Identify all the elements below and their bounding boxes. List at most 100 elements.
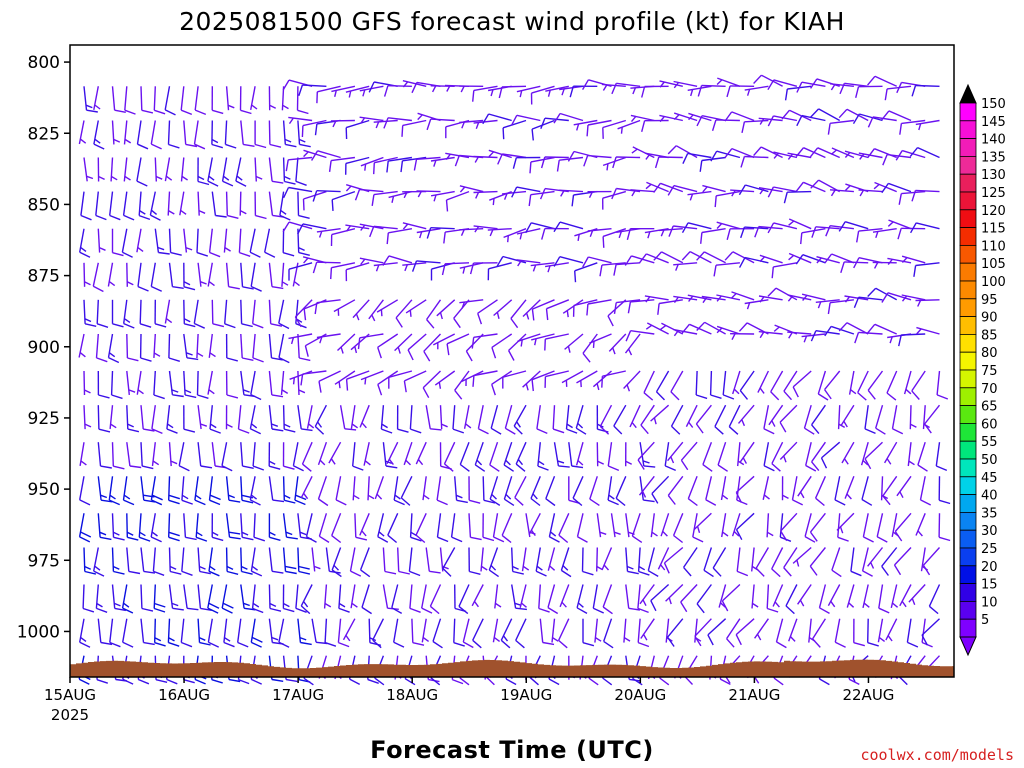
wind-barb [625,330,655,342]
wind-barb [667,475,684,505]
chart-title: 2025081500 GFS forecast wind profile (kt… [179,7,845,36]
wind-barb [531,370,555,392]
colorbar-label: 65 [981,400,998,415]
y-tick-label: 900 [28,338,60,358]
wind-barb [300,584,313,615]
wind-barb [544,262,569,273]
wind-barb [637,547,650,576]
wind-barb [473,190,498,199]
wind-barb [881,182,912,194]
wind-barb [317,476,329,507]
wind-barb [97,228,106,253]
wind-barb [468,476,481,504]
colorbar-swatch [959,440,977,460]
wind-barb [702,441,713,472]
wind-barb [126,547,141,575]
wind-barb [153,584,166,613]
colorbar-label: 145 [981,115,1006,130]
wind-barb [140,547,156,574]
wind-barb [917,441,928,472]
wind-barb [382,255,413,266]
wind-barb [517,333,541,347]
wind-barb [811,226,840,238]
wind-barb [771,547,784,578]
wind-barb [110,370,123,400]
wind-barb [471,333,498,349]
wind-barb [767,287,798,301]
colorbar-swatch [959,351,977,371]
wind-barb [510,299,527,329]
wind-barb [453,618,465,647]
wind-barb [238,228,251,257]
wind-barb [429,584,442,615]
wind-barb [650,513,658,538]
wind-barb [631,513,643,543]
wind-barb [122,618,134,648]
colorbar-swatch [959,262,977,282]
wind-barb [387,513,399,544]
wind-barb [767,222,798,234]
wind-barb [796,114,826,127]
wind-barb [682,152,712,164]
wind-barb [225,86,235,111]
wind-barb [791,476,804,506]
wind-barb [915,299,940,307]
wind-barb [712,547,727,577]
colorbar-swatch [959,601,977,620]
wind-barb [463,405,472,429]
wind-barb [211,86,224,115]
wind-barb [252,299,264,329]
wind-barb [430,156,455,167]
wind-barb [512,156,541,169]
wind-barb [582,333,598,363]
wind-barb [164,86,176,116]
wind-barb [707,618,727,646]
wind-barb [617,119,641,134]
wind-barb [788,618,798,642]
wind-barb [225,191,239,219]
wind-barb [680,441,698,471]
wind-barb [737,442,745,467]
wind-barb [278,618,290,648]
wind-barb [83,370,91,396]
wind-barb [872,228,897,239]
wind-barb [771,262,798,279]
colorbar-label: 75 [981,364,998,379]
wind-barb [166,405,178,434]
colorbar-label: 35 [981,506,998,521]
wind-barb [641,119,669,132]
wind-barb [297,191,310,219]
wind-barb [111,584,127,612]
wind-barb [474,441,486,472]
x-tick-label: 17AUG [272,686,324,704]
wind-barb [151,405,163,435]
wind-barb [295,584,307,613]
wind-barb [123,120,132,145]
wind-barb [766,584,779,613]
wind-barb [695,404,712,434]
wind-barb [95,584,108,613]
wind-barb [935,442,948,472]
wind-barb [629,404,641,429]
wind-barb [601,370,626,388]
colorbar-swatch [959,476,977,495]
wind-barb [613,299,641,315]
wind-barb [553,112,584,124]
wind-barb [359,404,370,429]
wind-barb [839,82,869,95]
wind-barb [361,584,372,615]
wind-barb [701,295,726,304]
wind-barb [739,441,755,464]
wind-barb [513,404,527,435]
x-tick-label: 20AUG [614,686,666,704]
wind-barb [815,299,840,309]
colorbar-label: 110 [981,239,1006,254]
wind-barb [168,513,180,542]
wind-barb [561,370,584,387]
wind-barb [608,333,627,355]
x-axis: 15AUG 2025 16AUG 17AUG 18AUG 19AUG 20AUG 21AUG 2… [44,677,894,724]
wind-barb [703,547,714,578]
x-tick-label: 21AUG [728,686,780,704]
x-tick-label: 15AUG [44,686,96,704]
wind-barb [751,584,759,609]
